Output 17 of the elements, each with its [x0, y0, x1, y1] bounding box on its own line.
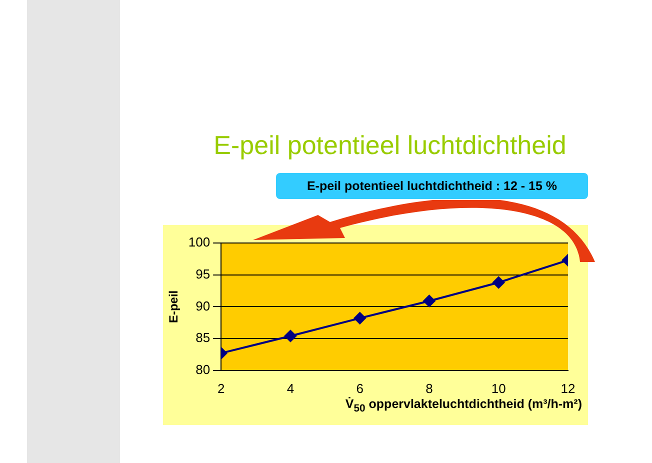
y-tick-label: 100: [188, 234, 210, 250]
point: [354, 312, 366, 324]
text: E-peil potentieel luchtdichtheid : 12 - 15 %: [276, 173, 588, 199]
x-tick-label: 8: [426, 380, 433, 396]
y-tick-label: 80: [196, 362, 210, 377]
x-tick-label: 4: [286, 380, 294, 396]
x-tick-label: 12: [560, 380, 576, 396]
x-tick-label: 2: [217, 380, 225, 396]
y-axis-title: E-peil: [166, 290, 181, 324]
chart-title: E-peil potentieel luchtdichtheid: [212, 130, 568, 161]
x-tick-label: 6: [356, 380, 364, 396]
x-tick-label: 10: [491, 380, 506, 396]
y-tick-label: 95: [196, 266, 210, 282]
point: [423, 294, 436, 307]
y-tick-label: 85: [196, 330, 210, 346]
y-tick-label: 90: [196, 298, 210, 314]
x-axis-title: V̇$_{50}$ oppervlakteluchtdichtheid (m³/h-m²): [344, 397, 582, 414]
